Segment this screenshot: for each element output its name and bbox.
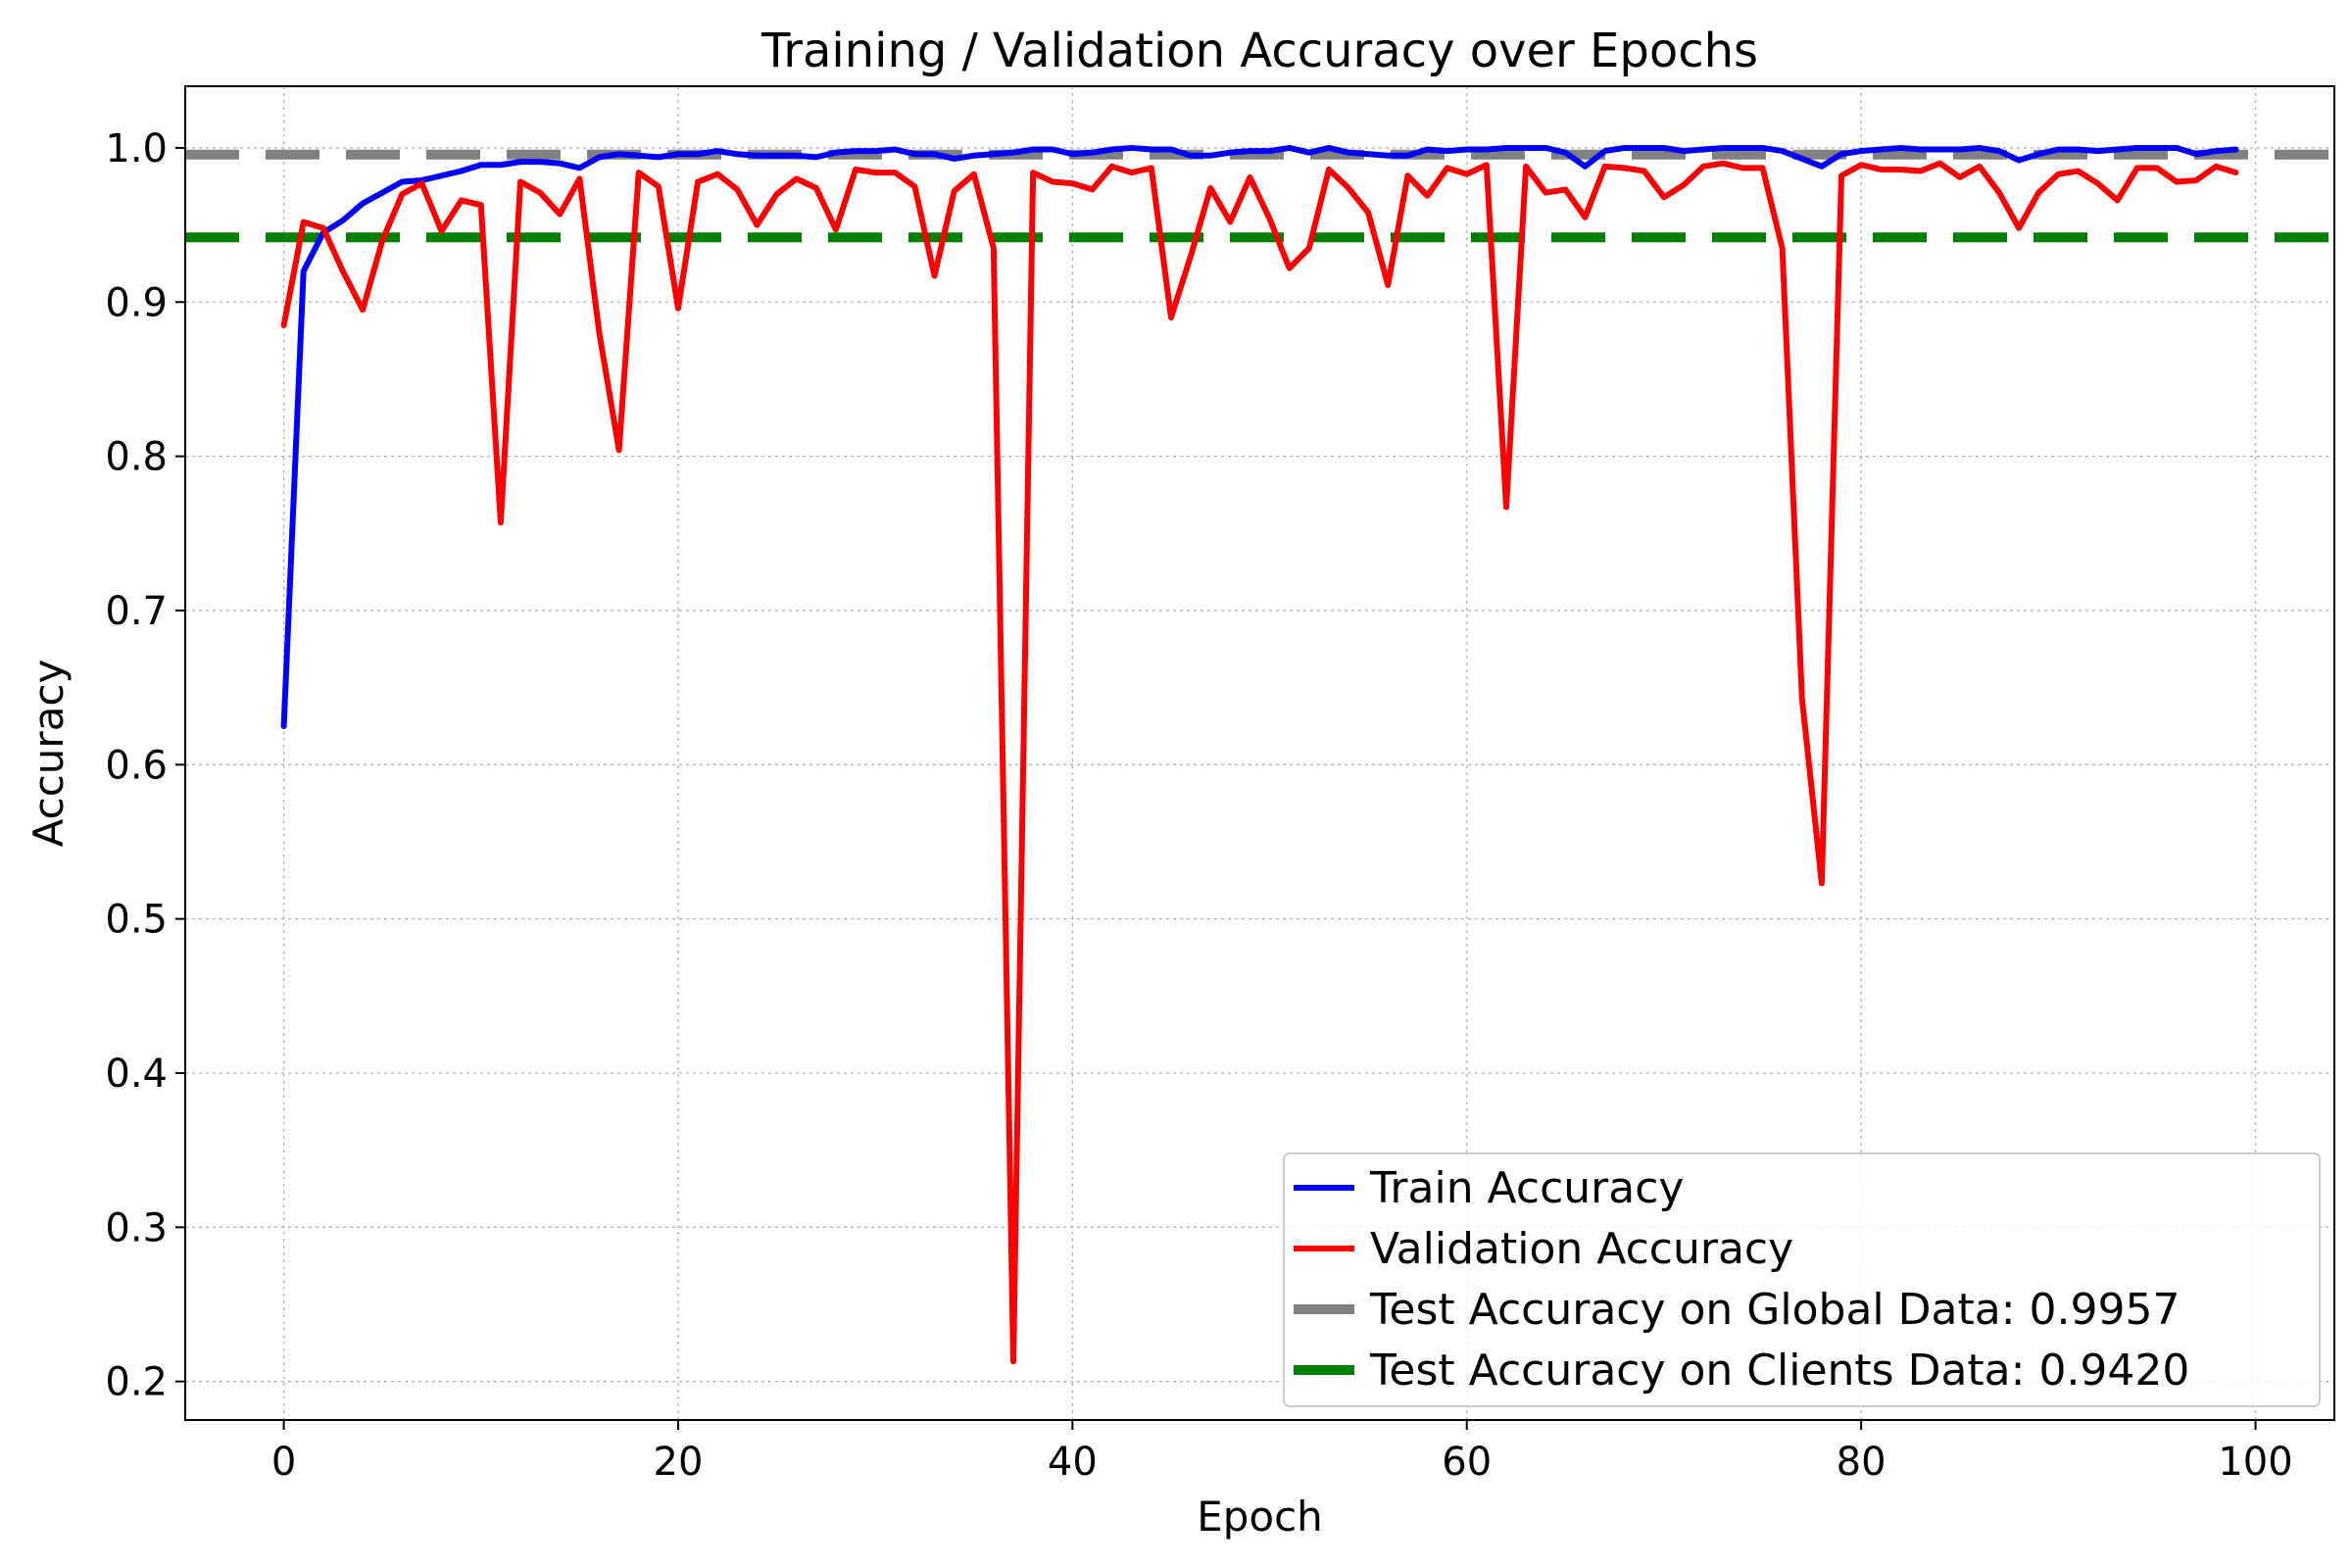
x-tick-label: 100 (2218, 1440, 2292, 1485)
legend-global-test-label: Test Accuracy on Global Data: 0.9957 (1369, 1285, 2180, 1335)
y-tick-label: 0.7 (105, 589, 168, 634)
legend: Train Accuracy Validation Accuracy Test Ac… (1283, 1152, 2321, 1407)
x-tick-label: 20 (654, 1440, 704, 1485)
legend-train-label: Train Accuracy (1369, 1163, 1684, 1213)
y-tick-label: 0.6 (105, 743, 168, 788)
y-tick-label: 0.4 (105, 1052, 168, 1097)
legend-box (1283, 1152, 2321, 1407)
y-tick-label: 0.5 (105, 898, 168, 943)
chart-title: Training / Validation Accuracy over Epoc… (760, 24, 1758, 78)
train-accuracy-line (280, 144, 2239, 729)
x-axis-label: Epoch (1197, 1493, 1323, 1541)
x-tick-label: 40 (1048, 1440, 1098, 1485)
validation-accuracy-line (280, 160, 2239, 1365)
tick-layer: 0 20 40 60 80 100 0.2 0.3 0.4 0.5 0.6 0.7 0.8 0.9 1.0 (105, 126, 2292, 1485)
x-tick-label: 80 (1837, 1440, 1886, 1485)
y-tick-label: 0.2 (105, 1360, 168, 1405)
legend-validation-label: Validation Accuracy (1370, 1224, 1793, 1274)
y-tick-label: 1.0 (105, 126, 168, 172)
y-tick-label: 0.9 (105, 280, 168, 325)
y-tick-label: 0.3 (105, 1205, 168, 1250)
legend-clients-test-label: Test Accuracy on Clients Data: 0.9420 (1369, 1346, 2189, 1396)
plot-frame (184, 85, 2335, 1421)
y-tick-label: 0.8 (105, 435, 168, 480)
series-layer (185, 144, 2334, 1365)
x-tick-label: 60 (1442, 1440, 1492, 1485)
x-tick-label: 0 (271, 1440, 296, 1485)
y-axis-label: Accuracy (24, 660, 73, 848)
